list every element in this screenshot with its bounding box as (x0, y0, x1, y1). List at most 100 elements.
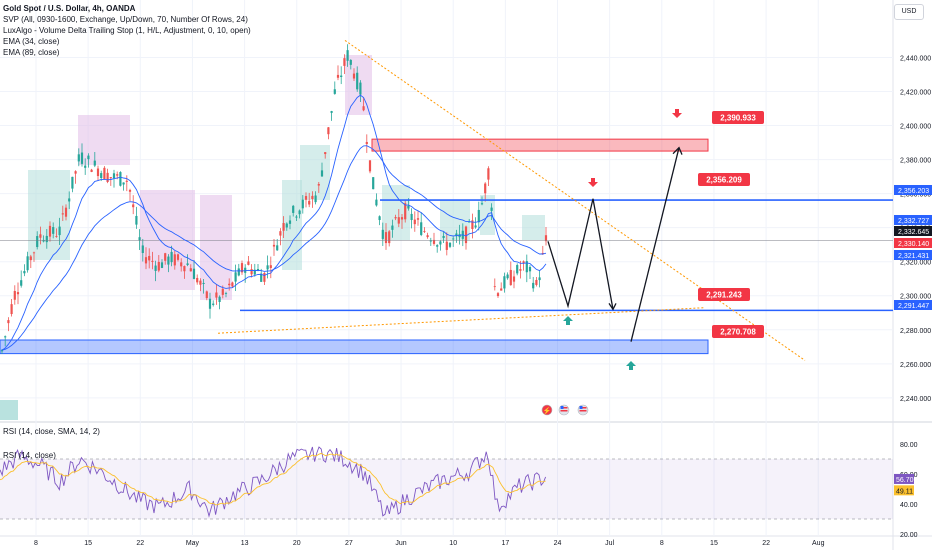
price-axis-badge (894, 226, 932, 236)
candle-body (525, 261, 528, 273)
resistance-zone (371, 138, 709, 152)
candle-body (343, 58, 346, 66)
time-axis[interactable]: 8 15 22 May 13 20 27 Jun 10 17 24 Jul 8 15 22 Aug (34, 540, 825, 547)
candle-body (304, 196, 308, 200)
candle-body (176, 254, 180, 260)
candle-body (234, 272, 237, 282)
candle-body (487, 168, 490, 180)
candle-body (256, 269, 260, 271)
candle-body (381, 229, 384, 239)
candle-body (103, 167, 106, 179)
projection-rally-arrowhead (672, 146, 683, 155)
drawings[interactable]: 2,390.933 2,356.209 2,291.243 2,270.708 (0, 40, 893, 370)
indicator-ema-89[interactable]: EMA (89, close) (3, 48, 60, 57)
candle-body (384, 232, 388, 244)
rsi-value-badge-text: 56.70 (896, 477, 914, 484)
candle-body (372, 177, 375, 190)
candle-body (68, 198, 71, 202)
rsi-value-badge (894, 485, 914, 496)
price-tick-label: 2,380.000 (900, 158, 931, 165)
candle-body (397, 217, 400, 224)
indicator-ema-34[interactable]: EMA (34, close) (3, 37, 60, 46)
price-callout-text: 2,270.708 (720, 328, 756, 337)
rsi-legend-2[interactable]: RSI (14, close) (3, 451, 56, 460)
time-tick-label: 22 (136, 540, 144, 547)
candle-body (125, 180, 128, 182)
price-axis-badge-text: 2,332.727 (898, 218, 929, 225)
volume-profile-box (522, 215, 545, 240)
candle-body (391, 225, 394, 230)
candle-body (528, 267, 532, 272)
candle-body (336, 74, 340, 78)
candle-body (247, 261, 250, 265)
price-callout-text: 2,356.209 (706, 176, 742, 185)
candle-body (340, 75, 343, 78)
candle-body (144, 257, 148, 264)
descending-trendline (344, 40, 806, 361)
candle-body (532, 282, 535, 289)
candle-body (116, 174, 119, 176)
event-icons[interactable]: ⚡ (541, 404, 589, 416)
candle-body (71, 176, 74, 189)
price-axis-badge (894, 250, 932, 260)
candle-body (10, 304, 13, 315)
candle-body (442, 236, 445, 238)
candle-body (375, 199, 378, 206)
candle-body (183, 266, 186, 272)
candle-body (464, 226, 468, 244)
candle-body (394, 217, 397, 219)
currency-button[interactable]: USD (894, 4, 924, 20)
volume-profile-box (0, 400, 18, 420)
candle-body (48, 225, 52, 237)
indicator-svp[interactable]: SVP (All, 0930-1600, Exchange, Up/Down, … (3, 15, 248, 24)
candle-body (250, 269, 253, 275)
candle-body (135, 215, 138, 225)
candle-body (541, 252, 544, 254)
rsi-signal-line (0, 452, 546, 506)
price-tick-label: 2,440.000 (900, 55, 931, 62)
candle-body (413, 219, 416, 225)
candle-body (506, 274, 509, 279)
price-callout (712, 111, 764, 124)
price-tick-label: 2,280.000 (900, 328, 931, 335)
candle-body (231, 282, 234, 287)
rsi-band (0, 459, 893, 519)
candle-body (544, 235, 548, 242)
candle-body (400, 217, 404, 220)
buy-arrow-icon (626, 361, 636, 370)
rsi-legend-1[interactable]: RSI (14, close, SMA, 14, 2) (3, 427, 100, 436)
candle-body (432, 239, 436, 244)
candle-body (266, 265, 269, 270)
candle-body (180, 262, 183, 267)
time-tick-label: 8 (34, 540, 38, 547)
candle-body (215, 292, 218, 298)
zones (0, 55, 709, 420)
candle-body (173, 254, 176, 266)
candle-body (484, 183, 487, 194)
candle-body (221, 288, 224, 295)
candle-body (77, 154, 80, 162)
price-callout (698, 173, 750, 186)
candle-body (84, 165, 87, 168)
time-tick-label: Aug (812, 540, 825, 547)
candle-body (106, 172, 109, 183)
dividend-icon (541, 404, 553, 416)
price-callout-text: 2,291.243 (706, 291, 742, 300)
symbol-title[interactable]: Gold Spot / U.S. Dollar, 4h, OANDA (3, 4, 136, 13)
volume-profile-box (78, 115, 130, 165)
candle-body (93, 160, 96, 166)
price-axis-badge (894, 215, 932, 225)
indicator-luxalgo[interactable]: LuxAlgo - Volume Delta Trailing Stop (1,… (3, 26, 251, 35)
candle-body (490, 207, 493, 211)
candle-body (13, 290, 16, 300)
candle-body (45, 235, 48, 243)
candle-body (253, 269, 256, 275)
candle-body (516, 265, 519, 274)
candle-body (429, 240, 432, 242)
time-tick-label: May (186, 540, 200, 547)
price-axis-badge (894, 300, 932, 310)
chart-legend: Gold Spot / U.S. Dollar, 4h, OANDA SVP (… (3, 3, 251, 58)
price-axis[interactable]: 2,440.000 2,420.000 2,400.000 2,380.000 2,36… (894, 55, 932, 403)
candle-body (378, 216, 381, 221)
